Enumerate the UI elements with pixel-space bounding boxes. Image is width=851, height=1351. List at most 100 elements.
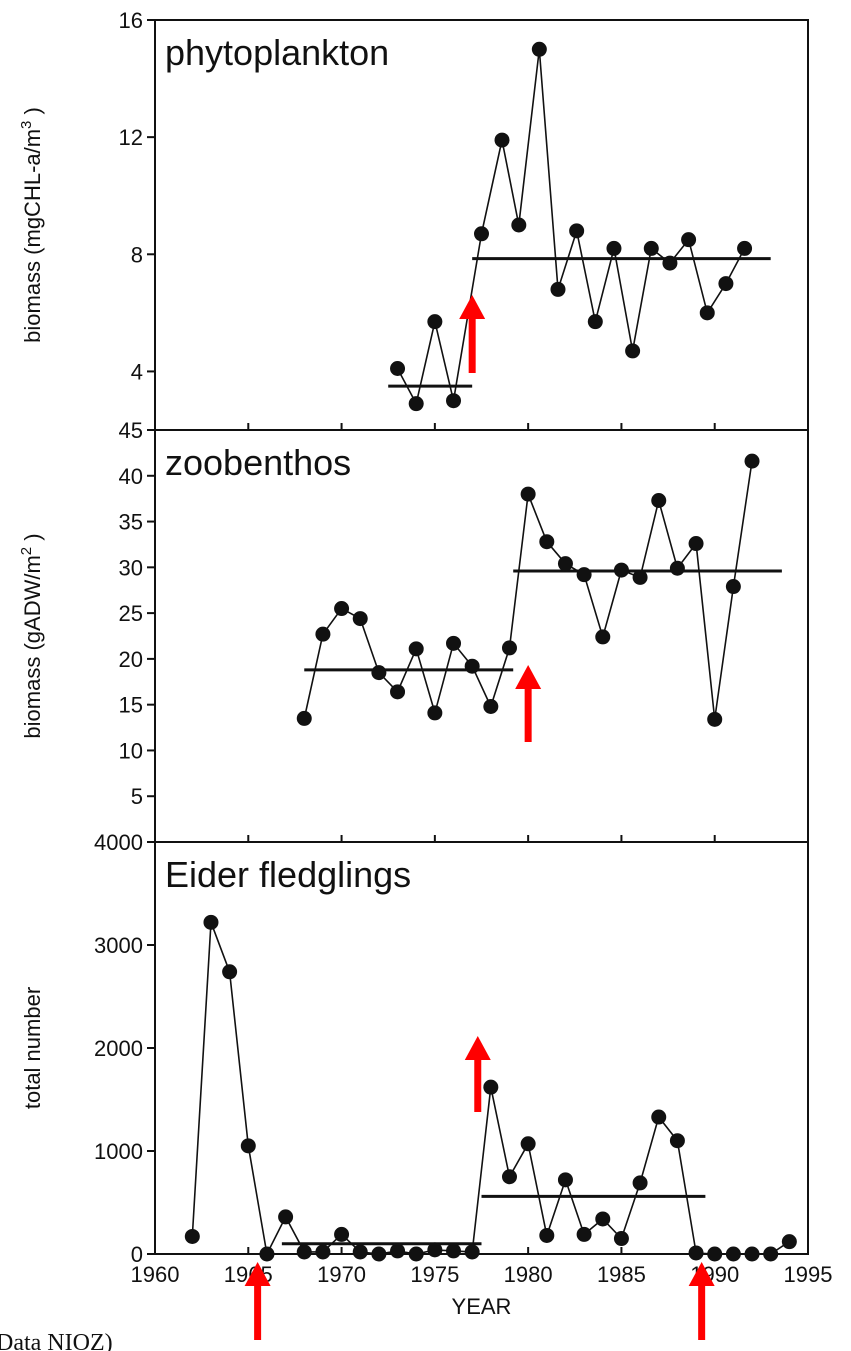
eider-data-point bbox=[483, 1079, 499, 1095]
eider-red-arrow bbox=[464, 1036, 491, 1112]
eider-data-point bbox=[520, 1136, 536, 1152]
eider-data-point bbox=[278, 1209, 294, 1225]
eider-data-point bbox=[371, 1246, 387, 1262]
phytoplankton-ylabel-main: biomass (mgCHL-a/m bbox=[20, 129, 45, 343]
zoobenthos-data-point bbox=[408, 641, 424, 657]
zoobenthos-data-point bbox=[632, 569, 648, 585]
phytoplankton-panel: 4 8 12 16 phytoplankton biomass (mgCHL-a/m3 ) bbox=[18, 8, 809, 431]
eider-data-point bbox=[725, 1246, 741, 1262]
eider-data-point bbox=[259, 1246, 275, 1262]
phytoplankton-data-point bbox=[625, 343, 641, 359]
zoobenthos-data-point bbox=[725, 579, 741, 595]
phytoplankton-data-point bbox=[643, 240, 659, 256]
eider-ytick-label: 2000 bbox=[94, 1036, 143, 1061]
eider-data-point bbox=[613, 1231, 629, 1247]
zoobenthos-ytick-label: 35 bbox=[119, 510, 143, 535]
eider-ytick-label: 4000 bbox=[94, 830, 143, 855]
eider-xtick-label: 1985 bbox=[597, 1262, 646, 1287]
zoobenthos-ylabel: biomass (gADW/m2 ) bbox=[18, 533, 45, 738]
zoobenthos-ytick-label: 30 bbox=[119, 555, 143, 580]
phytoplankton-data-point bbox=[587, 314, 603, 330]
phytoplankton-data-point bbox=[699, 305, 715, 321]
eider-data-point bbox=[296, 1244, 312, 1260]
zoobenthos-data-point bbox=[390, 684, 406, 700]
eider-data-point bbox=[669, 1133, 685, 1149]
zoobenthos-data-point bbox=[595, 629, 611, 645]
zoobenthos-red-arrow bbox=[515, 665, 542, 742]
eider-red-arrow-head bbox=[464, 1036, 491, 1060]
eider-data-point bbox=[446, 1243, 462, 1259]
zoobenthos-data-point bbox=[464, 658, 480, 674]
zoobenthos-data-point bbox=[669, 560, 685, 576]
zoobenthos-data-point bbox=[744, 453, 760, 469]
eider-xtick-label: 1960 bbox=[131, 1262, 180, 1287]
eider-red-arrow-head bbox=[244, 1262, 271, 1286]
eider-data-point bbox=[427, 1242, 443, 1258]
phytoplankton-ylabel-superscript: 3 bbox=[18, 121, 35, 129]
phytoplankton-data-point bbox=[511, 217, 527, 233]
phytoplankton-data-point bbox=[427, 314, 443, 330]
phytoplankton-ytick-label: 4 bbox=[131, 359, 143, 384]
eider-data-point bbox=[184, 1228, 200, 1244]
zoobenthos-data-point bbox=[446, 635, 462, 651]
zoobenthos-data-point bbox=[576, 567, 592, 583]
zoobenthos-red-arrow-head bbox=[515, 665, 542, 689]
eider-data-point bbox=[595, 1211, 611, 1227]
eider-data-point bbox=[707, 1246, 723, 1262]
eider-data-point bbox=[315, 1244, 331, 1260]
phytoplankton-data-point bbox=[390, 361, 406, 376]
phytoplankton-data-point bbox=[474, 226, 489, 242]
eider-xtick-label: 1975 bbox=[410, 1262, 459, 1287]
phytoplankton-data-point bbox=[662, 255, 678, 271]
eider-data-point bbox=[408, 1246, 424, 1262]
phytoplankton-data-point bbox=[531, 41, 547, 57]
eider-data-point bbox=[390, 1243, 406, 1259]
zoobenthos-ytick-label: 25 bbox=[119, 601, 143, 626]
zoobenthos-data-point bbox=[539, 534, 555, 550]
eider-xlabel: YEAR bbox=[452, 1294, 512, 1319]
phytoplankton-ylabel: biomass (mgCHL-a/m3 ) bbox=[18, 107, 45, 343]
eider-data-point bbox=[240, 1138, 256, 1154]
zoobenthos-data-point bbox=[315, 626, 331, 642]
eider-data-point bbox=[222, 964, 238, 980]
eider-data-point bbox=[539, 1227, 555, 1243]
zoobenthos-ytick-label: 40 bbox=[119, 464, 143, 489]
eider-ylabel: total number bbox=[20, 987, 45, 1109]
phytoplankton-ylabel-end: ) bbox=[20, 107, 45, 120]
phytoplankton-red-arrow-head bbox=[459, 295, 486, 319]
eider-data-point bbox=[688, 1245, 704, 1261]
eider-red-arrow bbox=[688, 1262, 715, 1340]
zoobenthos-data-point bbox=[296, 710, 312, 726]
eider-data-point bbox=[203, 914, 219, 930]
zoobenthos-data-point bbox=[613, 562, 629, 578]
eider-data-point bbox=[576, 1226, 592, 1242]
zoobenthos-ytick-label: 5 bbox=[131, 784, 143, 809]
phytoplankton-data-point bbox=[569, 223, 585, 239]
eider-red-arrow bbox=[244, 1262, 271, 1340]
zoobenthos-plot-frame bbox=[154, 429, 809, 843]
eider-ytick-label: 3000 bbox=[94, 933, 143, 958]
zoobenthos-ytick-label: 45 bbox=[119, 418, 143, 443]
eider-data-point bbox=[632, 1175, 648, 1191]
zoobenthos-ylabel-superscript: 2 bbox=[18, 547, 35, 555]
panels: 4 8 12 16 phytoplankton biomass (mgCHL-a/m3 )… bbox=[18, 8, 832, 1319]
zoobenthos-data-point bbox=[651, 492, 667, 508]
phytoplankton-data-point bbox=[408, 396, 424, 412]
phytoplankton-data-point bbox=[446, 393, 462, 409]
eider-xtick-label: 1995 bbox=[784, 1262, 833, 1287]
eider-data-point bbox=[744, 1246, 760, 1262]
zoobenthos-panel: 5 10 15 20 25 30 35 40 45 zoobenthos biomass (gADW… bbox=[18, 418, 809, 843]
eider-data-point bbox=[501, 1169, 517, 1185]
eider-red-arrow-head bbox=[688, 1262, 715, 1286]
eider-xtick-label: 1980 bbox=[504, 1262, 553, 1287]
phytoplankton-ytick-label: 16 bbox=[119, 8, 143, 33]
credit-text: Data NIOZ) bbox=[0, 1330, 113, 1351]
red-arrows bbox=[244, 295, 715, 1340]
phytoplankton-data-point bbox=[681, 232, 697, 248]
eider-data-point bbox=[334, 1226, 350, 1242]
eider-data-point bbox=[651, 1109, 667, 1125]
zoobenthos-data-point bbox=[334, 601, 350, 617]
eider-data-point bbox=[464, 1244, 480, 1260]
eider-data-point bbox=[557, 1172, 573, 1188]
